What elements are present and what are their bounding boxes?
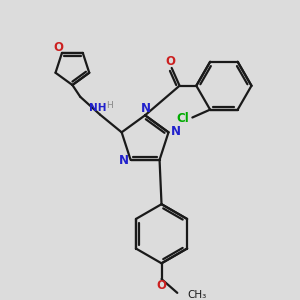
Text: O: O bbox=[157, 280, 166, 292]
Text: N: N bbox=[119, 154, 129, 167]
Text: H: H bbox=[106, 101, 113, 110]
Text: CH₃: CH₃ bbox=[187, 290, 206, 300]
Text: Cl: Cl bbox=[176, 112, 189, 125]
Text: O: O bbox=[53, 41, 63, 55]
Text: N: N bbox=[141, 102, 151, 115]
Text: O: O bbox=[166, 55, 176, 68]
Text: NH: NH bbox=[89, 103, 107, 113]
Text: N: N bbox=[170, 125, 180, 138]
